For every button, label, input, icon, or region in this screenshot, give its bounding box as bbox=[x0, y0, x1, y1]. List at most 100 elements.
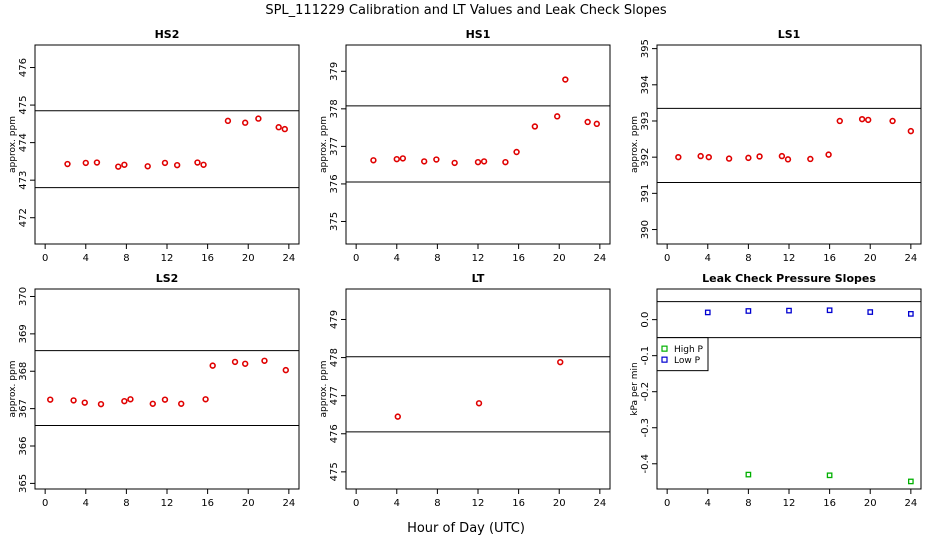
data-point bbox=[282, 366, 289, 374]
data-point bbox=[889, 117, 896, 125]
data-point bbox=[394, 413, 401, 420]
data-point bbox=[64, 160, 71, 168]
x-tick-label: 20 bbox=[242, 498, 255, 509]
x-tick-label: 0 bbox=[42, 498, 48, 509]
data-point bbox=[907, 311, 914, 317]
y-tick-label: 368 bbox=[18, 362, 29, 381]
data-point bbox=[531, 123, 539, 130]
x-tick-label: 8 bbox=[745, 498, 751, 509]
panel-2: LS1 0 4 8 12 16 20 24 390 391 392 393 394 395 approx. … bbox=[630, 28, 922, 264]
panel-title: HS2 bbox=[155, 28, 180, 41]
y-axis-label: approx. ppm bbox=[8, 361, 18, 418]
plot-frame bbox=[656, 44, 922, 245]
data-point bbox=[200, 161, 207, 168]
data-point bbox=[261, 357, 268, 364]
legend-marker bbox=[661, 356, 668, 363]
data-point bbox=[858, 115, 866, 123]
data-point bbox=[786, 307, 792, 314]
data-point bbox=[557, 358, 564, 366]
data-point bbox=[97, 400, 105, 408]
panel-3: LS2 0 4 8 12 16 20 24 365 366 367 368 369 370 approx. … bbox=[8, 272, 300, 509]
x-tick-label: 20 bbox=[864, 253, 877, 264]
y-tick-label: -0.4 bbox=[640, 454, 651, 474]
data-point bbox=[433, 156, 440, 163]
x-axis-label: Hour of Day (UTC) bbox=[407, 521, 525, 536]
y-tick-label: 473 bbox=[18, 171, 29, 190]
panel-title: LS2 bbox=[156, 272, 179, 285]
data-point bbox=[745, 308, 752, 314]
y-tick-label: 472 bbox=[18, 208, 29, 227]
data-point bbox=[149, 400, 156, 407]
y-tick-label: 477 bbox=[329, 386, 340, 405]
data-point bbox=[907, 127, 915, 135]
y-axis-label: approx. ppm bbox=[319, 361, 329, 418]
x-tick-label: 4 bbox=[394, 498, 400, 509]
data-point bbox=[224, 117, 232, 125]
y-axis-label: approx. ppm bbox=[319, 116, 329, 173]
x-tick-label: 16 bbox=[201, 253, 214, 264]
data-point bbox=[826, 472, 833, 479]
y-tick-label: 366 bbox=[18, 436, 29, 455]
data-point bbox=[553, 113, 561, 120]
x-tick-label: 16 bbox=[823, 253, 836, 264]
y-tick-label: 392 bbox=[640, 148, 651, 167]
panel-5: Leak Check Pressure Slopes 0 4 8 12 16 20 24 -0.… bbox=[630, 272, 922, 509]
y-tick-label: 376 bbox=[329, 174, 340, 193]
data-point bbox=[836, 117, 843, 125]
plot-frame bbox=[656, 288, 922, 490]
data-point bbox=[161, 396, 169, 403]
data-point bbox=[704, 309, 711, 316]
data-point bbox=[705, 153, 712, 161]
data-point bbox=[480, 158, 488, 165]
panel-title: LT bbox=[472, 272, 485, 285]
data-point bbox=[370, 157, 377, 164]
y-tick-label: 379 bbox=[329, 62, 340, 81]
y-tick-label: 395 bbox=[640, 39, 651, 58]
data-point bbox=[907, 478, 914, 485]
legend-label: High P bbox=[674, 345, 704, 355]
x-tick-label: 16 bbox=[512, 498, 525, 509]
panel-title: LS1 bbox=[778, 28, 801, 41]
data-point bbox=[745, 471, 752, 478]
y-tick-label: -0.1 bbox=[640, 346, 651, 366]
data-point bbox=[173, 161, 181, 169]
y-tick-label: 0.0 bbox=[640, 312, 651, 328]
data-point bbox=[502, 158, 509, 166]
y-tick-label: 378 bbox=[329, 99, 340, 118]
x-tick-label: 20 bbox=[242, 253, 255, 264]
panel-title: HS1 bbox=[466, 28, 491, 41]
data-point bbox=[121, 397, 128, 405]
data-point bbox=[513, 148, 520, 156]
x-tick-label: 16 bbox=[512, 253, 525, 264]
plot-frame bbox=[345, 44, 611, 245]
x-tick-label: 16 bbox=[201, 498, 214, 509]
data-point bbox=[281, 125, 288, 133]
x-tick-label: 0 bbox=[664, 253, 670, 264]
data-point bbox=[275, 124, 282, 131]
x-tick-label: 20 bbox=[553, 498, 566, 509]
y-axis-label: kPa per min bbox=[630, 362, 640, 415]
panel-4: LT 0 4 8 12 16 20 24 475 476 477 478 479 approx. ppm bbox=[319, 272, 611, 509]
y-tick-label: 375 bbox=[329, 212, 340, 231]
data-point bbox=[93, 159, 101, 166]
x-tick-label: 8 bbox=[745, 253, 751, 264]
data-point bbox=[255, 115, 262, 122]
data-point bbox=[231, 358, 239, 366]
data-point bbox=[241, 360, 249, 367]
data-point bbox=[82, 159, 89, 167]
data-point bbox=[393, 155, 400, 163]
y-tick-label: 394 bbox=[640, 75, 651, 94]
y-tick-label: 478 bbox=[329, 348, 340, 367]
x-tick-label: 12 bbox=[472, 498, 485, 509]
y-tick-label: 474 bbox=[18, 133, 29, 152]
x-tick-label: 4 bbox=[83, 498, 89, 509]
x-tick-label: 20 bbox=[864, 498, 877, 509]
x-tick-label: 0 bbox=[664, 498, 670, 509]
x-tick-label: 24 bbox=[904, 253, 917, 264]
data-point bbox=[178, 400, 185, 407]
x-tick-label: 0 bbox=[353, 253, 359, 264]
x-tick-label: 12 bbox=[472, 253, 485, 264]
data-point bbox=[864, 116, 872, 124]
plot-frame bbox=[34, 44, 300, 245]
